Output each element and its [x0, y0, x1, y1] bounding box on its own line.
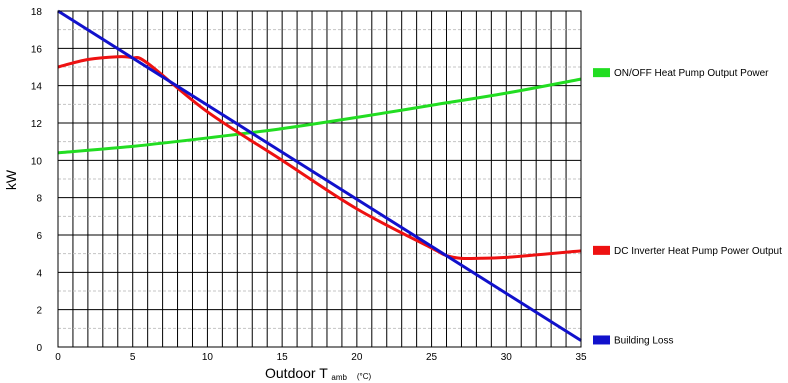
legend-swatch — [593, 335, 610, 345]
y-tick-label: 0 — [36, 343, 42, 354]
x-axis-label-subscript: amb — [331, 373, 347, 382]
series-lines — [57, 9, 582, 342]
y-axis-label: kW — [3, 169, 19, 190]
x-tick-label: 5 — [130, 352, 136, 363]
legend-swatch — [593, 68, 610, 78]
x-axis-label: Outdoor T amb (°C) — [265, 365, 372, 383]
legend-swatch — [593, 245, 610, 255]
x-tick-label: 15 — [277, 352, 289, 363]
y-tick-label: 6 — [36, 231, 42, 242]
y-tick-label: 8 — [36, 194, 42, 205]
series-line-0 — [57, 77, 582, 155]
x-tick-label: 25 — [426, 352, 438, 363]
series-line-1 — [57, 55, 582, 261]
x-axis-label-unit: (°C) — [357, 372, 372, 381]
y-tick-label: 2 — [36, 306, 42, 317]
legend-label: DC Inverter Heat Pump Power Output — [614, 246, 782, 257]
x-axis-label-main: Outdoor T — [265, 365, 328, 381]
legend-label: ON/OFF Heat Pump Output Power — [614, 68, 769, 79]
y-tick-label: 18 — [31, 7, 43, 18]
x-tick-labels: 0 5 10 15 20 25 30 35 — [55, 352, 587, 363]
y-tick-label: 16 — [31, 44, 43, 55]
plot-frame — [57, 10, 582, 348]
x-tick-label: 20 — [351, 352, 363, 363]
y-tick-label: 12 — [31, 119, 43, 130]
y-tick-label: 4 — [36, 268, 42, 279]
x-tick-label: 0 — [55, 352, 61, 363]
x-tick-label: 35 — [575, 352, 587, 363]
y-tick-labels: 0 2 4 6 8 10 12 14 16 18 — [31, 7, 43, 354]
x-tick-label: 30 — [501, 352, 513, 363]
y-tick-label: 14 — [31, 82, 43, 93]
series-line-2 — [57, 9, 582, 342]
x-tick-label: 10 — [202, 352, 214, 363]
legend: ON/OFF Heat Pump Output Power DC Inverter… — [593, 68, 782, 346]
legend-label: Building Loss — [614, 335, 673, 346]
y-tick-label: 10 — [31, 156, 43, 167]
